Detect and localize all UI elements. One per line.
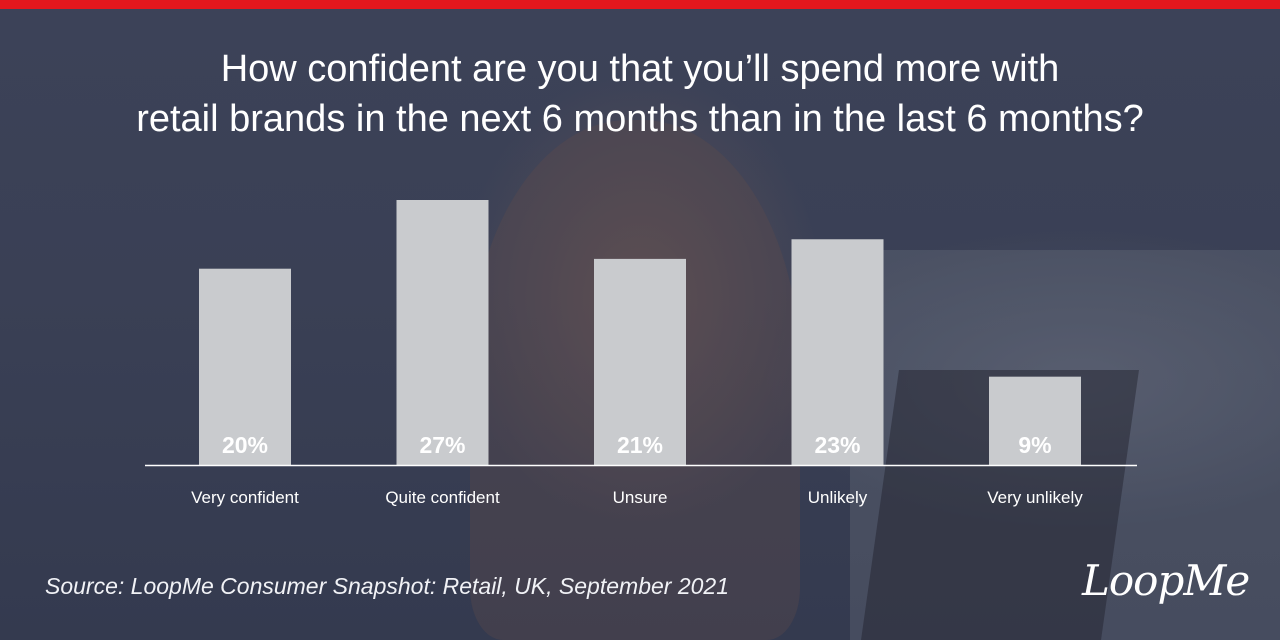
bar-value-label: 9% — [1018, 432, 1051, 458]
top-accent-bar — [0, 0, 1280, 9]
bar-value-label: 27% — [419, 432, 465, 458]
bar-unsure — [594, 258, 686, 465]
bar-value-label: 21% — [617, 432, 663, 458]
category-label: Quite confident — [385, 488, 500, 507]
chart-title-line-2: retail brands in the next 6 months than … — [136, 98, 1144, 140]
source-note: Source: LoopMe Consumer Snapshot: Retail… — [45, 573, 729, 599]
loopme-logo: LoopMe — [1082, 556, 1250, 605]
category-label: Very confident — [191, 488, 299, 507]
bar-unlikely — [791, 239, 884, 465]
category-label: Very unlikely — [987, 488, 1083, 507]
bar-very-confident — [199, 268, 291, 465]
bar-very-unlikely — [989, 376, 1081, 465]
category-label: Unsure — [613, 488, 668, 507]
chart-title-line-1: How confident are you that you’ll spend … — [220, 48, 1060, 90]
bar-value-label: 23% — [814, 432, 860, 458]
chart-title: How confident are you that you’ll spend … — [0, 44, 1280, 144]
category-label: Unlikely — [808, 488, 868, 507]
bar-value-label: 20% — [222, 432, 268, 458]
bar-quite-confident — [396, 200, 489, 465]
